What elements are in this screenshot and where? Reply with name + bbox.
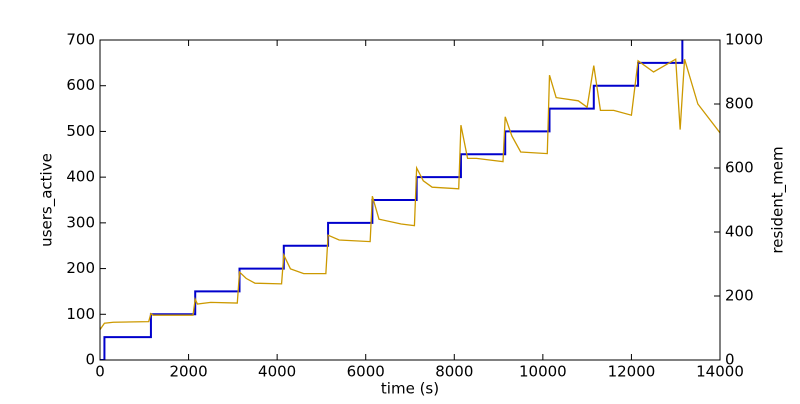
- x-tick-label: 12000: [608, 363, 656, 381]
- y2-tick-label: 1000: [725, 31, 763, 49]
- x-tick-label: 14000: [696, 363, 744, 381]
- y2-tick-label: 400: [725, 223, 754, 241]
- x-tick-label: 6000: [347, 363, 385, 381]
- x-tick-label: 4000: [258, 363, 296, 381]
- y-tick-label: 100: [66, 305, 95, 323]
- y-tick-label: 300: [66, 213, 95, 231]
- y2-tick-label: 0: [725, 351, 735, 369]
- x-tick-label: 0: [95, 363, 105, 381]
- x-tick-label: 2000: [169, 363, 207, 381]
- y-tick-label: 700: [66, 31, 95, 49]
- plot-frame: [99, 39, 721, 361]
- y-tick-label: 500: [66, 122, 95, 140]
- x-axis-label: time (s): [381, 380, 439, 398]
- line-resident-mem: [100, 58, 720, 330]
- x-tick-label: 8000: [435, 363, 473, 381]
- x-tick-label: 10000: [519, 363, 567, 381]
- y-tick-label: 0: [85, 351, 95, 369]
- y-tick-label: 200: [66, 259, 95, 277]
- y-tick-label: 400: [66, 168, 95, 186]
- y-tick-label: 600: [66, 76, 95, 94]
- y2-axis-label: resident_mem: [769, 146, 788, 253]
- y2-tick-label: 800: [725, 95, 754, 113]
- y2-tick-label: 600: [725, 159, 754, 177]
- y2-tick-label: 200: [725, 287, 754, 305]
- y-axis-label: users_active: [38, 153, 57, 247]
